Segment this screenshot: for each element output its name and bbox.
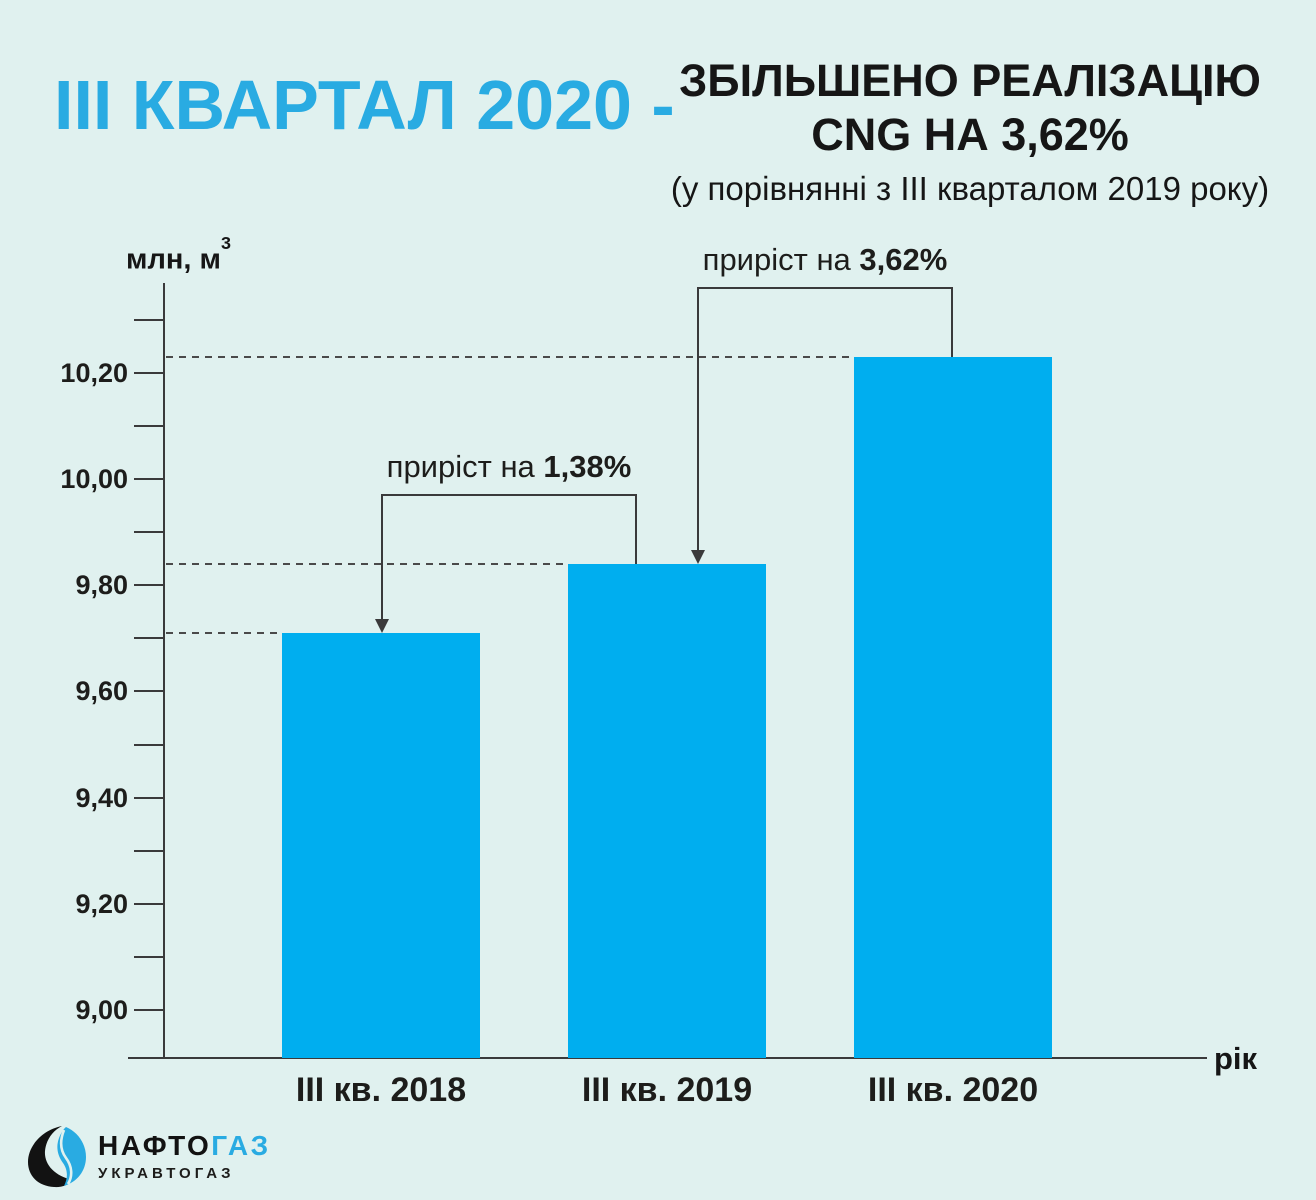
annotation-label: приріст на 3,62%: [702, 241, 948, 277]
y-axis-tick: [134, 902, 164, 905]
page-title-main: ЗБІЛЬШЕНО РЕАЛІЗАЦІЮ CNG НА 3,62% (у пор…: [640, 54, 1300, 209]
annotation-arrow-line: [381, 493, 383, 620]
y-axis-tick-label: 10,20: [60, 357, 128, 388]
bar-2018: [282, 632, 480, 1058]
x-axis-line: [128, 1057, 1207, 1059]
y-axis-tick: [134, 371, 164, 374]
y-axis-title-text: млн, м: [126, 243, 221, 276]
page-title-quarter: ІІІ КВАРТАЛ 2020 -: [54, 66, 675, 144]
y-axis-title-superscript: 3: [220, 233, 231, 254]
bar-top-guideline: [166, 355, 854, 358]
logo-text: НАФТОГАЗ УКРАВТОГАЗ: [98, 1129, 271, 1182]
x-axis-category-label: ІІІ кв. 2019: [581, 1071, 753, 1109]
brand-name-blue: ГАЗ: [211, 1129, 271, 1161]
y-axis-line: [163, 283, 165, 1058]
y-axis-tick-label: 9,80: [75, 570, 128, 601]
title-subtitle: (у порівнянні з ІІІ кварталом 2019 року): [670, 170, 1270, 207]
y-axis-tick-label: 9,40: [75, 782, 128, 813]
y-axis-tick-label: 9,20: [75, 888, 128, 919]
annotation-bracket-line: [697, 286, 953, 289]
y-axis-tick-label: 10,00: [60, 464, 128, 494]
y-axis-tick: [134, 1009, 164, 1011]
y-axis-tick: [134, 424, 164, 427]
subbrand-name: УКРАВТОГАЗ: [98, 1164, 235, 1182]
y-axis-tick: [134, 318, 164, 321]
y-axis-tick: [134, 531, 164, 534]
y-axis-tick: [134, 584, 164, 587]
title-line-2: CNG НА 3,62%: [811, 109, 1129, 160]
bar-top-guideline: [166, 562, 568, 565]
naftogaz-flame-icon: [28, 1126, 86, 1188]
bar-2020: [854, 356, 1052, 1058]
x-axis-title: рік: [1214, 1041, 1258, 1076]
y-axis-tick: [134, 478, 164, 480]
annotation-arrow-line: [697, 286, 699, 551]
brand-name: НАФТОГАЗ: [98, 1129, 271, 1161]
y-axis-tick: [134, 849, 164, 852]
y-axis-tick: [134, 796, 164, 799]
arrow-down-icon: [375, 618, 389, 633]
annotation-label: приріст на 1,38%: [386, 448, 632, 484]
annotation-bracket-line: [951, 286, 953, 357]
x-axis-category-label: ІІІ кв. 2018: [295, 1071, 467, 1109]
y-axis-tick: [134, 743, 164, 746]
y-axis-tick: [134, 955, 164, 958]
bar-2019: [568, 563, 766, 1058]
bar-top-guideline: [166, 631, 282, 634]
title-line-1: ЗБІЛЬШЕНО РЕАЛІЗАЦІЮ: [679, 55, 1261, 106]
y-axis-tick-label: 9,00: [75, 995, 128, 1025]
y-axis-tick-label: 9,60: [75, 676, 128, 707]
arrow-down-icon: [691, 549, 705, 564]
y-axis-title: млн, м3: [126, 233, 231, 277]
x-axis-category-label: ІІІ кв. 2020: [867, 1071, 1039, 1109]
y-axis-tick: [134, 690, 164, 693]
annotation-bracket-line: [635, 493, 637, 564]
annotation-bracket-line: [381, 493, 637, 496]
brand-name-black: НАФТО: [98, 1129, 212, 1161]
y-axis-tick: [134, 637, 164, 640]
naftogaz-logo: НАФТОГАЗ УКРАВТОГАЗ: [24, 1124, 271, 1188]
